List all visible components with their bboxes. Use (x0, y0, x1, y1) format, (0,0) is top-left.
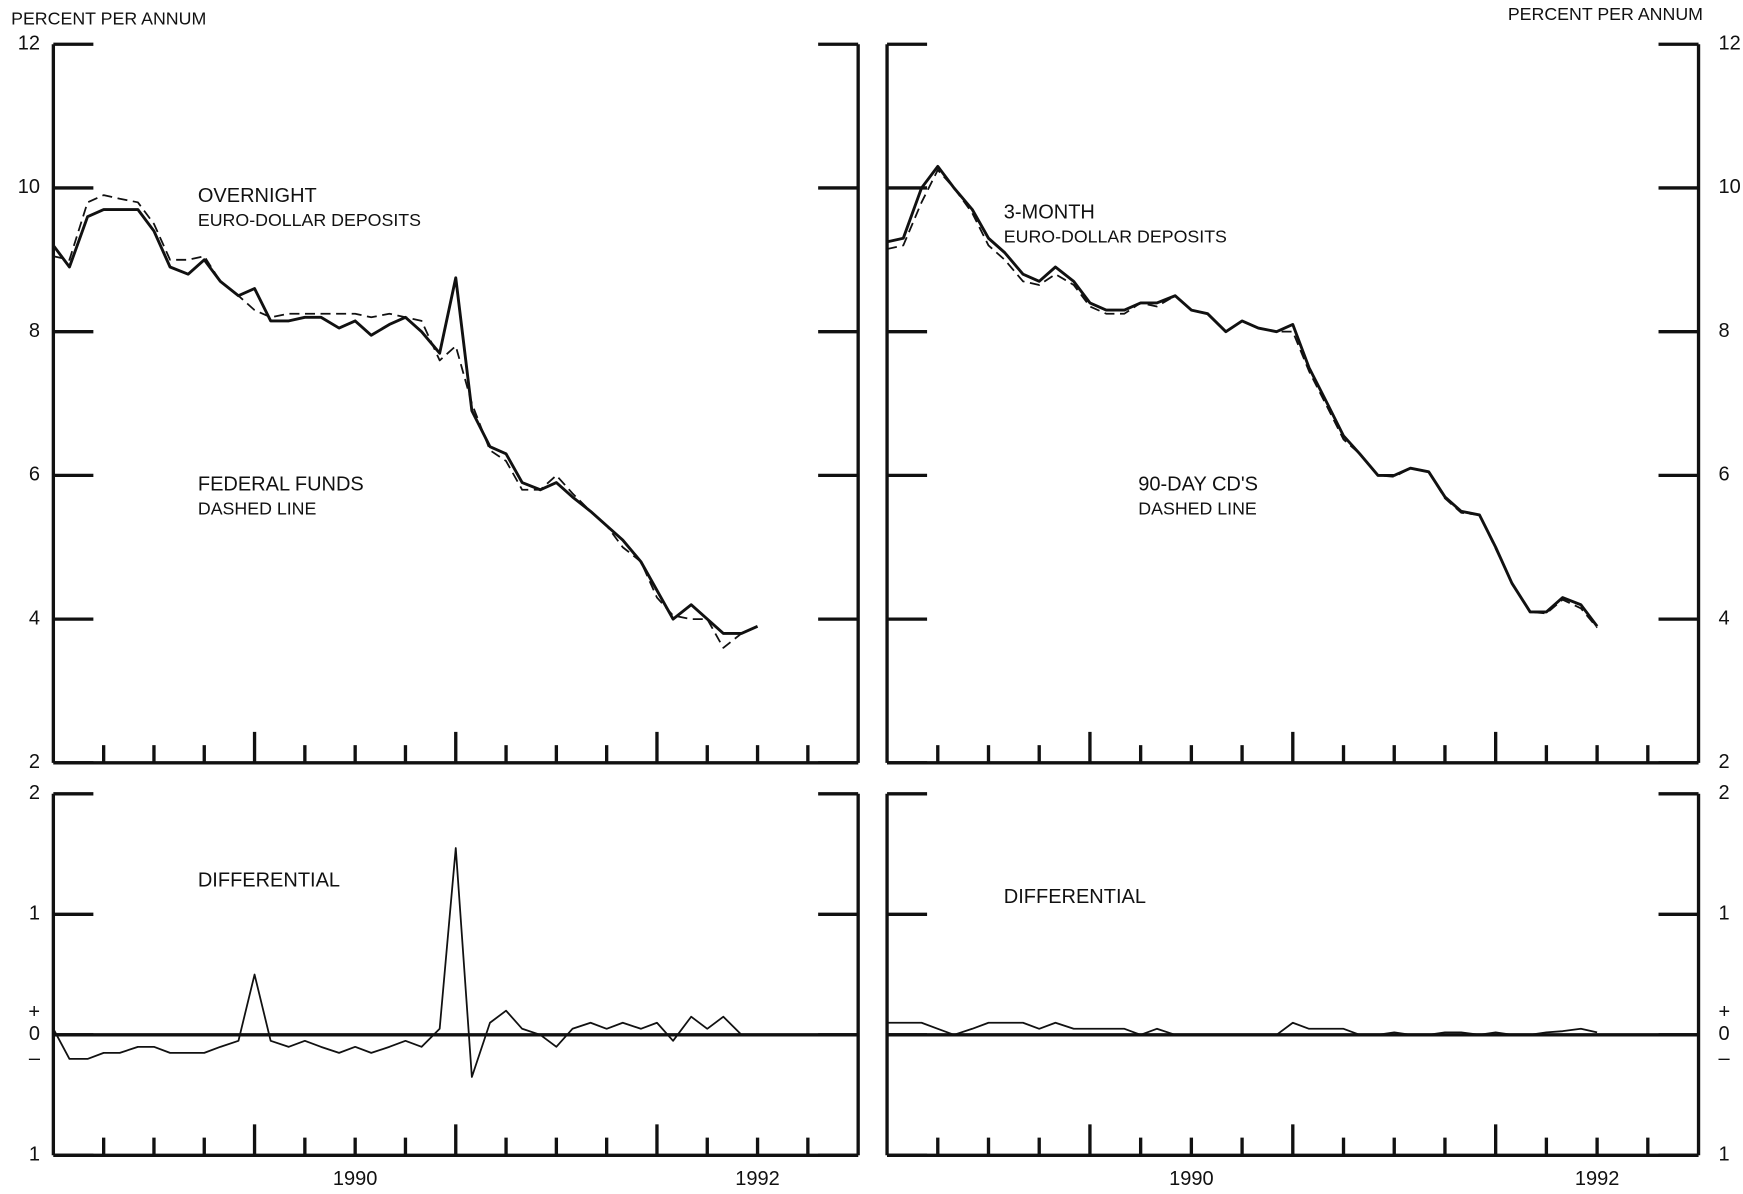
series-line (886, 169, 1598, 629)
series-line (887, 1021, 1598, 1036)
y-tick-label: 4 (29, 607, 40, 629)
annotation: FEDERAL FUNDS (198, 474, 364, 496)
annotation: 3-MONTH (1004, 202, 1095, 224)
annotation: DASHED LINE (1138, 498, 1257, 518)
series-line (886, 164, 1599, 628)
annotation: DASHED LINE (198, 498, 317, 518)
y-tick-label: 12 (18, 33, 40, 55)
zero-sign: + (1719, 1001, 1731, 1023)
annotation: 90-DAY CD'S (1138, 474, 1258, 496)
y-axis-label: PERCENT PER ANNUM (11, 9, 206, 29)
y-tick-label: 8 (29, 320, 40, 342)
zero-sign: + (28, 1001, 40, 1023)
y-tick-label: 2 (1719, 751, 1730, 773)
zero-sign: – (29, 1047, 41, 1069)
y-tick-label: 2 (29, 782, 40, 804)
y-tick-label: 1 (29, 903, 40, 925)
x-tick-label: 1990 (333, 1168, 377, 1190)
annotation: OVERNIGHT (198, 185, 317, 207)
annotation: EURO-DOLLAR DEPOSITS (1004, 226, 1227, 246)
y-tick-label: 12 (1719, 33, 1741, 55)
annotation: DIFFERENTIAL (198, 869, 340, 891)
x-tick-label: 1990 (1169, 1168, 1213, 1190)
y-tick-label: 0 (29, 1023, 40, 1045)
series-line (52, 208, 759, 635)
y-tick-label: 1 (1719, 1144, 1730, 1166)
x-tick-label: 1992 (735, 1168, 779, 1190)
zero-sign: – (1719, 1047, 1731, 1069)
y-tick-label: 6 (1719, 464, 1730, 486)
y-tick-label: 2 (1719, 782, 1730, 804)
y-tick-label: 8 (1719, 320, 1730, 342)
y-tick-label: 10 (18, 176, 40, 198)
y-tick-label: 2 (29, 751, 40, 773)
y-tick-label: 1 (1719, 903, 1730, 925)
series-line (52, 847, 758, 1078)
y-tick-label: 6 (29, 464, 40, 486)
annotation: DIFFERENTIAL (1004, 886, 1146, 908)
y-tick-label: 1 (29, 1144, 40, 1166)
y-tick-label: 0 (1719, 1023, 1730, 1045)
y-tick-label: 10 (1719, 176, 1741, 198)
y-axis-label: PERCENT PER ANNUM (1508, 4, 1703, 24)
x-tick-label: 1992 (1575, 1168, 1619, 1190)
y-tick-label: 4 (1719, 607, 1730, 629)
series-line (53, 194, 758, 649)
annotation: EURO-DOLLAR DEPOSITS (198, 210, 421, 230)
